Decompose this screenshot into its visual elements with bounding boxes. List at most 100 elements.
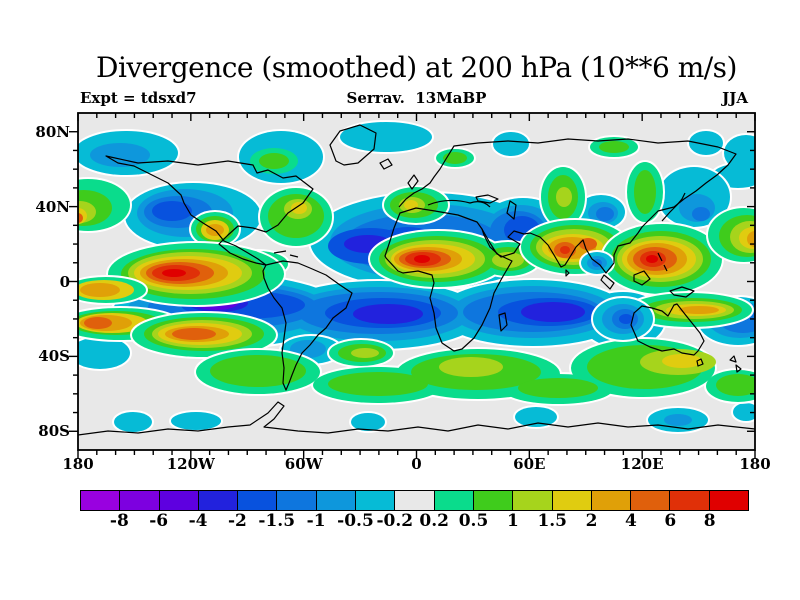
contour-region [78,213,83,223]
contour-region [328,372,428,396]
colorbar-segment [473,491,514,510]
contour-region [662,354,702,368]
contour-region [90,143,150,167]
colorbar-tick-label: -1.5 [258,511,296,531]
contour-region [152,201,192,221]
coastline-path [661,192,686,222]
contour-region [210,355,306,387]
contour-region [493,132,529,156]
contour-region [556,187,572,207]
lon-axis-label: 0 [411,455,422,473]
contour-region [259,153,289,169]
season-label: JJA [722,89,748,107]
colorbar-segment [552,491,592,510]
colorbar-tick-label: -0.5 [337,511,374,531]
coastline-path [498,312,508,332]
coastline-path [475,194,499,204]
contour-region [521,302,585,322]
lat-axis-label: 40S [38,347,70,366]
lat-axis-label: 80N [35,122,70,141]
colorbar-tick-label: -8 [109,511,129,531]
colorbar-tick-label: 1 [506,511,519,531]
contour-region [646,255,658,263]
colorbar-tick-label: -1 [306,511,326,531]
coastline-path [273,250,299,258]
contour-region [560,246,570,254]
epoch-label: Serrav. 13MaBP [346,89,487,107]
colorbar-segment [198,491,239,510]
contour-region [596,207,614,221]
experiment-label: Expt = tdsxd7 [80,89,197,107]
coastline-path [600,274,615,290]
colorbar-tick-label: -4 [188,511,208,531]
contour-region [353,304,423,324]
contour-region [619,314,633,324]
contour-region [80,283,120,297]
lon-axis-label: 180 [62,455,94,473]
contour-blobs [78,120,755,434]
lon-axis-label: 60E [513,455,546,473]
contour-region [171,412,221,430]
contour-region [114,412,152,432]
coastline-path [379,158,393,170]
coastline-path [735,364,742,373]
colorbar-segment [591,491,632,510]
contour-region [351,413,385,431]
contour-region [579,238,597,250]
contour-region [716,374,755,396]
colorbar-tick-label: 1.5 [537,511,568,531]
contour-region [84,317,112,329]
colorbar-segment [120,491,160,510]
contour-region [634,170,656,214]
colorbar-tick-label: -6 [149,511,169,531]
lon-axis-label: 120W [166,455,215,473]
lon-axis-label: 180 [739,455,771,473]
colorbar-segment [81,491,121,510]
coastlines [78,124,755,436]
contour-region [172,328,216,340]
colorbar-tick-label: 4 [625,511,637,531]
contour-region [351,348,379,358]
subtitle-row: Expt = tdsxd7 Serrav. 13MaBP JJA [78,89,755,109]
colorbar-segment [434,491,474,510]
colorbar-segment [316,491,357,510]
colorbar-segment [356,491,396,510]
contour-region [515,407,557,427]
lat-axis-label: 80S [38,422,70,441]
lon-axis-label: 120E [620,455,664,473]
coastline-path [398,138,737,274]
coastline-path [407,174,419,190]
contour-region [439,357,503,377]
contour-region [414,255,430,263]
coastline-path [262,260,353,391]
plot-title: Divergence (smoothed) at 200 hPa (10**6 … [96,51,737,84]
contour-region [340,122,432,152]
colorbar-tick-label: 0.5 [458,511,489,531]
contour-region [291,202,307,214]
colorbar-segment [395,491,435,510]
contour-region [733,403,755,421]
contour-region [664,414,692,426]
coastline-path [630,303,705,356]
colorbar-tick-label: -0.2 [376,511,414,531]
colorbar-segment [513,491,553,510]
colorbar-segment [631,491,671,510]
map-area [69,112,756,459]
contour-region [599,141,629,153]
lat-axis-label: 40N [35,197,70,216]
coastline-path [329,124,377,166]
coastline-path [506,200,517,220]
contour-region [404,200,418,210]
lon-axis-label: 60W [284,455,323,473]
contour-region [78,337,130,369]
world-divergence-contour-map [69,112,756,459]
axis-ticks [69,113,756,459]
contour-region [724,135,755,171]
contour-region [518,378,598,398]
contour-region [689,131,723,155]
colorbar-tick-label: 8 [703,511,716,531]
colorbar-segment [277,491,317,510]
coastline-path [105,155,314,266]
contour-region [162,269,186,277]
coastline-path [669,286,695,298]
